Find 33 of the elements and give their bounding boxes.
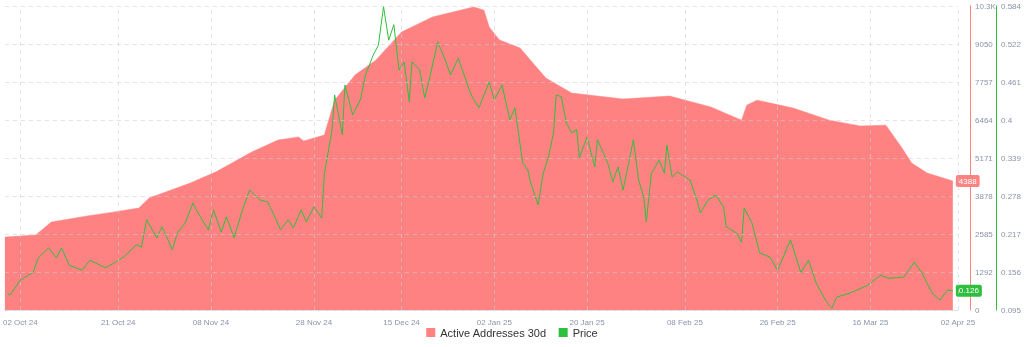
y-tick-label: 3878 — [974, 191, 994, 201]
x-tick-label: 02 Apr 25 — [940, 317, 976, 327]
x-tick-label: 15 Dec 24 — [383, 317, 421, 327]
x-tick-label: 02 Jan 25 — [476, 317, 513, 327]
y-tick-label: 9050 — [974, 39, 994, 49]
y2-tick-label: 0.156 — [1000, 267, 1022, 277]
y2-tick-label: 0.278 — [1000, 191, 1022, 201]
y2-tick-label: 0.4 — [1000, 115, 1013, 125]
y2-tick-label: 0.095 — [1000, 305, 1022, 315]
y2-tick-label: 0.584 — [1000, 1, 1022, 11]
x-tick-label: 08 Nov 24 — [192, 317, 230, 327]
y-tick-label: 2585 — [974, 229, 994, 239]
y2-tick-label: 0.339 — [1000, 153, 1022, 163]
x-tick-label: 02 Oct 24 — [3, 317, 39, 327]
y2-tick-label: 0.461 — [1000, 77, 1022, 87]
y-tick-label: 0 — [974, 305, 980, 315]
y-tick-label: 6464 — [974, 115, 994, 125]
legend-label: Active Addresses 30d — [440, 326, 547, 339]
x-tick-label: 26 Feb 25 — [759, 317, 797, 327]
y-tick-label: 10.3K — [974, 1, 997, 11]
x-tick-label: 08 Feb 25 — [666, 317, 704, 327]
y-tick-label: 7757 — [974, 77, 994, 87]
x-tick-label: 21 Oct 24 — [100, 317, 137, 327]
y-tick-label: 5171 — [974, 153, 994, 163]
y2-tick-label: 0.522 — [1000, 40, 1022, 50]
y2-tick-label: 0.217 — [1000, 229, 1022, 239]
x-tick-label: 16 Mar 25 — [852, 317, 889, 327]
x-tick-label: 20 Jan 25 — [569, 317, 606, 327]
data-label: 0.126 — [958, 286, 980, 296]
legend-label: Price — [572, 326, 598, 339]
y-tick-label: 1292 — [974, 267, 994, 277]
data-label: 4388 — [958, 176, 978, 186]
x-tick-label: 28 Nov 24 — [295, 317, 333, 327]
